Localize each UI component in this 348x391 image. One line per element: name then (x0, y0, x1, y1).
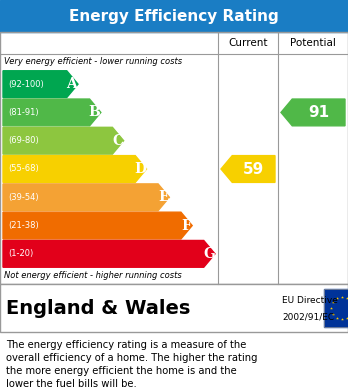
Polygon shape (281, 99, 345, 126)
Text: F: F (181, 219, 191, 233)
Polygon shape (221, 156, 275, 182)
Text: D: D (134, 162, 147, 176)
Text: Current: Current (228, 38, 268, 48)
Polygon shape (3, 156, 147, 182)
Text: B: B (89, 106, 101, 119)
Polygon shape (3, 71, 78, 97)
Text: Very energy efficient - lower running costs: Very energy efficient - lower running co… (4, 57, 182, 66)
Text: The energy efficiency rating is a measure of the: The energy efficiency rating is a measur… (6, 340, 246, 350)
Polygon shape (3, 184, 169, 211)
Text: England & Wales: England & Wales (6, 298, 190, 317)
Text: 59: 59 (243, 161, 264, 176)
Text: Potential: Potential (290, 38, 336, 48)
Text: (55-68): (55-68) (8, 165, 39, 174)
Text: E: E (158, 190, 168, 204)
Polygon shape (3, 212, 192, 239)
Text: Energy Efficiency Rating: Energy Efficiency Rating (69, 9, 279, 23)
Text: (39-54): (39-54) (8, 193, 39, 202)
Text: (92-100): (92-100) (8, 80, 44, 89)
Text: 91: 91 (308, 105, 329, 120)
Text: the more energy efficient the home is and the: the more energy efficient the home is an… (6, 366, 237, 376)
Text: lower the fuel bills will be.: lower the fuel bills will be. (6, 379, 137, 389)
Bar (324, 289, 348, 327)
Bar (324, 289, 348, 327)
Text: EU Directive: EU Directive (282, 296, 338, 305)
Bar (0, 284, 348, 332)
Bar (0, 0, 348, 32)
Bar (0, 32, 348, 284)
Text: (21-38): (21-38) (8, 221, 39, 230)
Text: overall efficiency of a home. The higher the rating: overall efficiency of a home. The higher… (6, 353, 258, 363)
Text: G: G (203, 247, 215, 261)
Text: (81-91): (81-91) (8, 108, 39, 117)
Polygon shape (3, 240, 215, 267)
Polygon shape (3, 127, 124, 154)
Text: (69-80): (69-80) (8, 136, 39, 145)
Text: (1-20): (1-20) (8, 249, 33, 258)
Text: Not energy efficient - higher running costs: Not energy efficient - higher running co… (4, 271, 182, 280)
Text: 2002/91/EC: 2002/91/EC (282, 312, 334, 321)
Text: C: C (112, 134, 123, 148)
Polygon shape (3, 99, 101, 126)
Text: A: A (66, 77, 77, 91)
